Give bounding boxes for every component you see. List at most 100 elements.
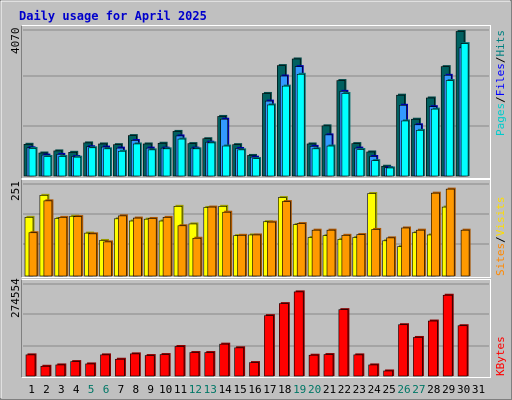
x-tick-label-24: 24 (368, 383, 382, 396)
hits-panel-legend: Pages/Files/Hits (494, 30, 507, 136)
sites-bar-5 (88, 233, 97, 277)
x-tick-label-14: 14 (219, 383, 233, 396)
pages-bar-4 (73, 156, 81, 177)
x-tick-label-29: 29 (442, 383, 455, 396)
kbytes-bar-28 (427, 320, 438, 377)
x-tick-label-15: 15 (233, 383, 246, 396)
pages-bar-8 (133, 143, 141, 177)
pages-bar-29 (445, 80, 454, 177)
pages-bar-14 (222, 145, 230, 177)
sites-bar-15 (237, 235, 246, 277)
x-tick-label-11: 11 (174, 383, 187, 396)
kbytes-bar-23 (353, 354, 364, 377)
sites-bar-24 (371, 229, 381, 277)
kbytes-panel-legend: KBytes (494, 336, 507, 376)
kbytes-bar-22 (338, 309, 349, 377)
x-tick-label-23: 23 (353, 383, 366, 396)
pages-bar-21 (326, 145, 335, 177)
sites-bar-30 (460, 229, 470, 277)
sites-bar-19 (296, 223, 306, 277)
x-tick-label-9: 9 (147, 383, 154, 396)
x-tick-label-7: 7 (118, 383, 125, 396)
hits-legend-part-3: / (494, 57, 507, 64)
x-tick-label-10: 10 (159, 383, 172, 396)
sites-bar-23 (356, 234, 366, 277)
pages-bar-15 (237, 149, 245, 177)
x-tick-label-20: 20 (308, 383, 321, 396)
x-tick-label-18: 18 (278, 383, 291, 396)
x-tick-label-16: 16 (248, 383, 261, 396)
kbytes-bar-15 (234, 347, 244, 377)
pages-bar-18 (281, 85, 290, 177)
pages-bar-5 (88, 147, 96, 177)
kbytes-bar-10 (159, 354, 170, 377)
x-tick-label-8: 8 (132, 383, 139, 396)
x-tick-label-17: 17 (263, 383, 276, 396)
sites-bar-16 (252, 234, 261, 277)
sites-bar-7 (118, 215, 127, 277)
pages-bar-7 (118, 150, 126, 177)
pages-bar-28 (430, 108, 439, 177)
kbytes-bar-14 (219, 343, 229, 377)
visits-legend-part-0: Sites (494, 243, 507, 276)
sites-bar-9 (147, 218, 157, 277)
kbytes-bar-12 (189, 352, 200, 377)
sites-bar-22 (341, 235, 351, 277)
sites-bar-21 (326, 229, 336, 277)
hits-legend-part-0: Pages (494, 103, 507, 136)
visits-legend-part-1: / (494, 236, 507, 243)
hits-legend-part-2: Files (494, 63, 507, 96)
sites-bar-25 (386, 237, 395, 277)
hits-legend-part-1: / (494, 96, 507, 103)
x-tick-label-28: 28 (427, 383, 440, 396)
pages-bar-17 (267, 104, 275, 177)
sites-bar-18 (281, 201, 291, 277)
kbytes-bar-18 (278, 303, 289, 377)
sites-bar-3 (58, 217, 68, 277)
x-tick-label-6: 6 (103, 383, 110, 396)
kbytes-bar-5 (85, 363, 95, 377)
x-tick-label-12: 12 (189, 383, 202, 396)
sites-bar-10 (162, 217, 172, 277)
x-tick-label-1: 1 (28, 383, 35, 396)
pages-bar-13 (207, 142, 216, 177)
kbytes-ymax-label: 274554 (9, 278, 22, 318)
kbytes-bar-7 (115, 358, 125, 377)
kbytes-bar-2 (40, 365, 51, 377)
kbytes-bar-16 (249, 362, 259, 377)
sites-bar-8 (133, 217, 142, 277)
x-tick-label-22: 22 (338, 383, 351, 396)
x-tick-label-19: 19 (293, 383, 306, 396)
kbytes-bar-26 (398, 324, 408, 377)
pages-bar-27 (416, 130, 424, 177)
kbytes-bar-9 (144, 355, 155, 377)
pages-bar-22 (341, 93, 350, 177)
kbytes-bar-11 (174, 346, 185, 377)
kbytes-bar-3 (55, 364, 66, 377)
kbytes-bar-27 (413, 337, 423, 377)
kbytes-bar-29 (442, 294, 453, 377)
x-tick-label-30: 30 (457, 383, 470, 396)
sites-bar-14 (222, 211, 231, 277)
visits-legend-part-2: Visits (494, 197, 507, 237)
x-tick-label-4: 4 (73, 383, 80, 396)
pages-bar-25 (386, 167, 394, 177)
x-tick-label-3: 3 (58, 383, 65, 396)
sites-bar-17 (267, 221, 276, 277)
kbytes-bar-25 (383, 370, 393, 377)
pages-bar-24 (371, 160, 380, 177)
sites-bar-26 (401, 227, 410, 277)
pages-bar-9 (147, 149, 156, 177)
pages-bar-20 (311, 148, 320, 177)
sites-bar-29 (445, 188, 455, 277)
kbytes-bar-13 (204, 352, 215, 377)
pages-bar-16 (252, 158, 260, 177)
x-tick-label-31: 31 (472, 383, 485, 396)
x-axis-labels: 1 2 3 4 5 6 7 8 9 10 11 12 13 14 15 16 17 18 19 20 21 22 23 24 2… (28, 383, 485, 396)
pages-bar-10 (162, 148, 171, 177)
sites-bar-20 (311, 229, 321, 277)
kbytes-bar-19 (293, 291, 304, 377)
pages-bar-12 (192, 148, 201, 177)
